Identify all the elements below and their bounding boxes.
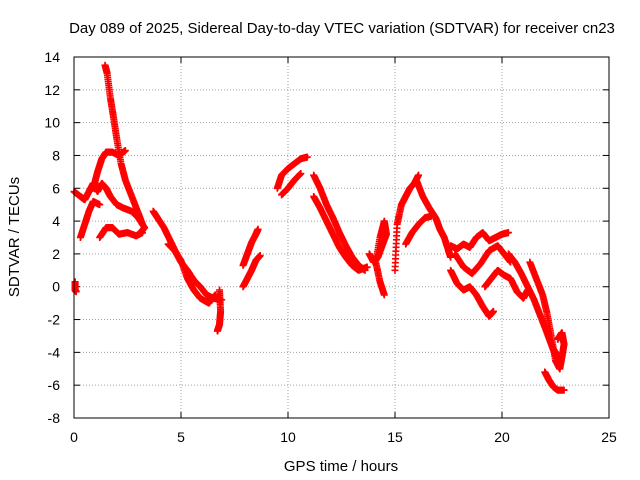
data-point: [254, 225, 262, 233]
axis-ticks: 0 5 10 15 20 25 -8 -6 -4 -2 0 2 4 6 8 10 12 14: [44, 49, 617, 445]
series-25: [549, 329, 568, 373]
plot-frame: [73, 56, 610, 419]
x-tick-label: 15: [387, 429, 403, 445]
data-point: [213, 327, 221, 335]
y-tick-label: 12: [44, 82, 60, 98]
series-4: [96, 224, 146, 241]
data-point: [303, 153, 311, 161]
series-3: [76, 197, 104, 241]
y-axis-label: SDTVAR / TECUs: [6, 177, 23, 297]
series-14: [310, 192, 371, 274]
x-tick-label: 5: [177, 429, 185, 445]
data-point: [121, 147, 129, 155]
series-20: [447, 266, 497, 320]
data-point: [427, 212, 435, 220]
series-2: [70, 179, 149, 237]
data-point: [489, 307, 497, 315]
data-point: [380, 291, 388, 299]
series-10: [239, 252, 264, 291]
series-1: [101, 61, 146, 228]
y-tick-label: 14: [44, 49, 60, 65]
y-tick-label: -4: [48, 344, 61, 360]
data-point: [363, 263, 371, 271]
series-5: [71, 278, 80, 296]
series-7: [164, 240, 219, 307]
series-11: [273, 153, 311, 192]
series-6: [149, 207, 226, 304]
y-tick-label: 0: [52, 279, 60, 295]
data-point: [549, 345, 557, 353]
series-12: [278, 170, 305, 199]
y-tick-label: 2: [52, 246, 60, 262]
data-point: [504, 229, 512, 237]
chart-title: Day 089 of 2025, Sidereal Day-to-day VTE…: [69, 20, 615, 37]
series-19: [447, 229, 512, 253]
data-point: [256, 252, 264, 260]
x-tick-label: 0: [70, 429, 78, 445]
data-point: [415, 171, 423, 179]
data-point: [297, 170, 305, 178]
series-26: [541, 368, 568, 394]
series-13: [310, 171, 369, 274]
y-tick-label: -2: [48, 312, 61, 328]
data-point: [96, 201, 104, 209]
y-tick-label: 4: [52, 213, 60, 229]
x-tick-label: 25: [601, 429, 617, 445]
data-point: [560, 386, 568, 394]
y-tick-label: 6: [52, 180, 60, 196]
y-tick-label: -6: [48, 377, 61, 393]
data-point: [138, 229, 146, 237]
data-points: [70, 61, 568, 394]
y-tick-label: 8: [52, 147, 60, 163]
series-8: [213, 286, 225, 335]
y-tick-label: -8: [48, 410, 61, 426]
x-tick-label: 10: [280, 429, 296, 445]
series-18: [402, 212, 435, 248]
x-tick-label: 20: [494, 429, 510, 445]
y-tick-label: 10: [44, 115, 60, 131]
x-axis-label: GPS time / hours: [284, 458, 398, 475]
series-16: [391, 171, 423, 274]
series-9: [239, 225, 262, 269]
series-22: [481, 266, 532, 302]
series-15: [365, 217, 390, 299]
series-17: [412, 176, 455, 261]
series-21: [451, 242, 515, 278]
data-point: [447, 253, 455, 261]
